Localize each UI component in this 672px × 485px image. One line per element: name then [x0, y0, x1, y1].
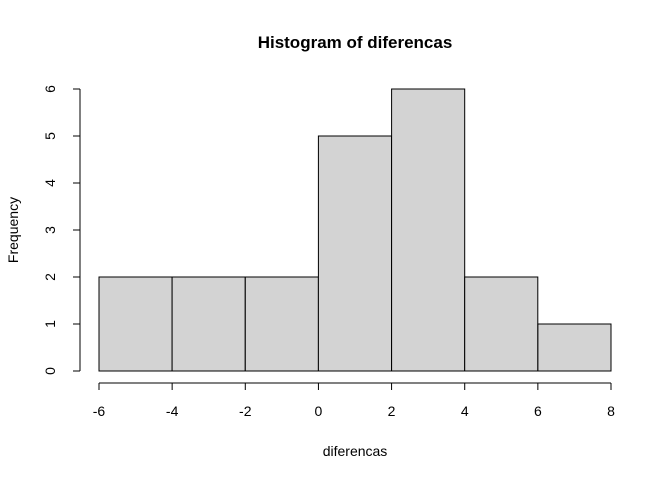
y-tick-label: 0: [42, 367, 58, 375]
histogram-bar: [244, 276, 319, 372]
histogram-bar: [464, 276, 539, 372]
x-tick-label: -2: [239, 403, 252, 419]
x-axis-label: diferencas: [323, 443, 388, 459]
x-tick-label: 4: [461, 403, 469, 419]
y-axis: 0 1 2 3 4 5 6: [42, 85, 81, 375]
x-tick-label: -6: [93, 403, 106, 419]
histogram-bar: [537, 323, 612, 372]
histogram-bar: [391, 88, 466, 372]
x-axis: -6 -4 -2 0 2 4 6 8: [93, 382, 615, 419]
x-tick-label: -4: [166, 403, 179, 419]
histogram-bar: [98, 276, 173, 372]
x-tick-label: 6: [534, 403, 542, 419]
x-tick-label: 0: [315, 403, 323, 419]
histogram-bar: [171, 276, 246, 372]
y-tick-label: 6: [42, 85, 58, 93]
chart-title: Histogram of diferencas: [258, 33, 453, 52]
y-tick-label: 3: [42, 226, 58, 234]
histogram-bar: [317, 135, 392, 372]
y-tick-label: 2: [42, 273, 58, 281]
y-tick-label: 4: [42, 179, 58, 187]
x-tick-label: 2: [388, 403, 396, 419]
y-axis-label: Frequency: [5, 197, 21, 263]
x-tick-label: 8: [607, 403, 615, 419]
y-tick-label: 1: [42, 320, 58, 328]
bars: [98, 88, 612, 372]
y-tick-label: 5: [42, 132, 58, 140]
